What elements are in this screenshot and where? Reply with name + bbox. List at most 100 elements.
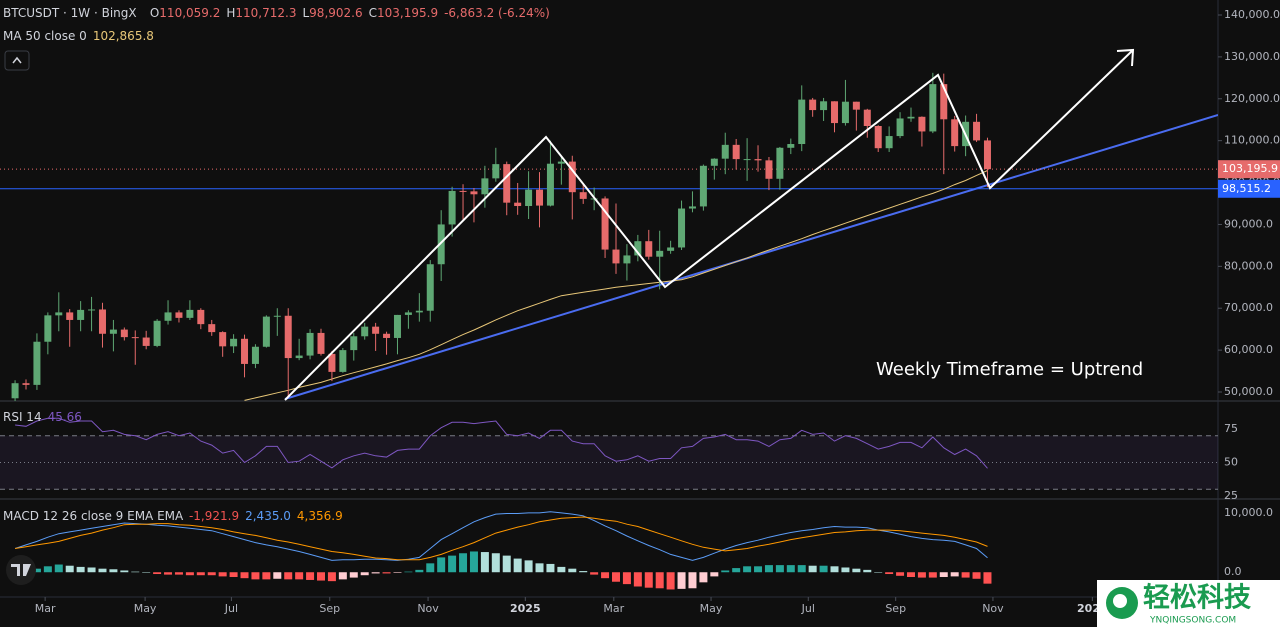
macd-histogram-bar xyxy=(131,571,140,573)
last-price-label-box xyxy=(1218,160,1280,179)
ma-legend: MA 50 close 0 102,865.8 xyxy=(3,29,154,43)
ohlc-value: 103,195.9 xyxy=(377,6,438,20)
candle-body xyxy=(470,191,478,195)
watermark: 轻松科技 YNQINGSONG.COM xyxy=(1097,580,1280,627)
candle-body xyxy=(688,206,696,209)
macd-histogram-bar xyxy=(885,572,894,575)
y-tick-label: 50,000.0 xyxy=(1224,385,1273,398)
macd-histogram-bar xyxy=(721,570,730,573)
macd-histogram-bar xyxy=(699,572,708,583)
candle-body xyxy=(612,249,620,264)
macd-histogram-bar xyxy=(743,566,752,573)
button-frame[interactable] xyxy=(4,50,30,71)
arrow-head xyxy=(1116,48,1135,67)
rsi-legend: RSI 14 45.66 xyxy=(3,410,82,424)
macd-histogram-bar xyxy=(819,565,828,573)
rsi-value: 45.66 xyxy=(48,410,82,424)
candle-body xyxy=(361,326,369,337)
candle-body xyxy=(393,314,401,338)
candle-body xyxy=(656,250,664,257)
ma-name: MA 50 close 0 xyxy=(3,29,87,43)
watermark-site: YNQINGSONG.COM xyxy=(1149,616,1236,626)
macd-histogram-bar xyxy=(830,566,839,573)
macd-histogram-bar xyxy=(764,565,773,573)
candle-body xyxy=(22,383,30,385)
candle-body xyxy=(841,101,849,124)
candle-body xyxy=(525,189,533,207)
candle-body xyxy=(776,147,784,179)
rsi-pane xyxy=(0,417,1218,490)
axes: 140,000.0130,000.0120,000.0110,000.0100,… xyxy=(35,8,1280,615)
macd-histogram-bar xyxy=(557,566,566,573)
macd-histogram-bar xyxy=(229,572,238,577)
candle-body xyxy=(907,116,915,119)
macd-histogram-bar xyxy=(535,563,544,573)
macd-histogram-bar xyxy=(338,572,347,580)
logo-mark xyxy=(11,564,31,576)
x-tick-label: Jul xyxy=(801,602,815,615)
candle-body xyxy=(852,101,860,110)
ohlc-key: O xyxy=(150,6,159,20)
header: BTCUSDT · 1W · BingX O110,059.2 H110,712.3… xyxy=(3,6,550,20)
zigzag-drawing xyxy=(284,49,1134,401)
candle-body xyxy=(579,192,587,199)
candle-body xyxy=(448,190,456,225)
rsi-name: RSI 14 xyxy=(3,410,42,424)
candle-body xyxy=(536,189,544,206)
candle-body xyxy=(339,350,347,372)
chevron-icon[interactable] xyxy=(12,56,22,64)
ohlc-value: 98,902.6 xyxy=(309,6,362,20)
candle-body xyxy=(55,312,63,316)
candle-body xyxy=(284,315,292,359)
macd-histogram-bar xyxy=(218,572,227,577)
y-tick-label: 130,000.0 xyxy=(1224,50,1280,63)
macd-histogram-bar xyxy=(601,572,610,579)
candle-body xyxy=(754,159,762,161)
candle-body xyxy=(44,315,52,342)
macd-histogram-bar xyxy=(43,566,52,573)
candle-body xyxy=(350,336,358,351)
macd-histogram-bar xyxy=(524,560,533,573)
candle-body xyxy=(186,309,194,318)
tv-logo xyxy=(6,555,36,585)
candle-body xyxy=(885,136,893,149)
drawing-layer: Weekly Timeframe = Uptrend xyxy=(284,48,1143,401)
macd-histogram-bar xyxy=(797,565,806,573)
x-tick-label: Nov xyxy=(982,602,1004,615)
trendline xyxy=(284,114,1218,400)
y-tick-label: 60,000.0 xyxy=(1224,343,1273,356)
macd-histogram-bar xyxy=(185,572,194,576)
candle-body xyxy=(11,383,19,399)
macd-histogram-bar xyxy=(568,568,577,573)
candle-body xyxy=(951,119,959,147)
symbol-title: BTCUSDT · 1W · BingX xyxy=(3,6,136,20)
candle-body xyxy=(699,165,707,207)
y-tick-label: 110,000.0 xyxy=(1224,134,1280,147)
macd-histogram-bar xyxy=(415,569,424,573)
macd-histogram-bar xyxy=(262,572,271,580)
macd-pane xyxy=(11,511,992,590)
macd-histogram-bar xyxy=(786,565,795,573)
macd-histogram-bar xyxy=(65,565,74,573)
candle-body xyxy=(492,164,500,179)
candle-body xyxy=(732,144,740,160)
macd-histogram-bar xyxy=(109,569,118,573)
annotation: Weekly Timeframe = Uptrend xyxy=(876,359,1143,380)
macd-signal-line xyxy=(15,516,988,561)
candle-body xyxy=(798,99,806,145)
x-tick-label: 2025 xyxy=(510,602,541,615)
macd-histogram-bar xyxy=(426,563,435,573)
line-price-label-box xyxy=(1218,179,1280,198)
macd-histogram-bar xyxy=(164,572,173,575)
macd-histogram-bar xyxy=(590,572,599,575)
y-tick-label: 70,000.0 xyxy=(1224,301,1273,314)
macd-histogram-bar xyxy=(120,570,129,573)
macd-histogram-bar xyxy=(32,568,41,573)
collapse-button[interactable] xyxy=(4,50,30,71)
macd-histogram-bar xyxy=(546,563,555,573)
macd-histogram-bar xyxy=(579,571,588,573)
macd-histogram-bar xyxy=(327,572,336,582)
x-tick-label: Sep xyxy=(885,602,906,615)
